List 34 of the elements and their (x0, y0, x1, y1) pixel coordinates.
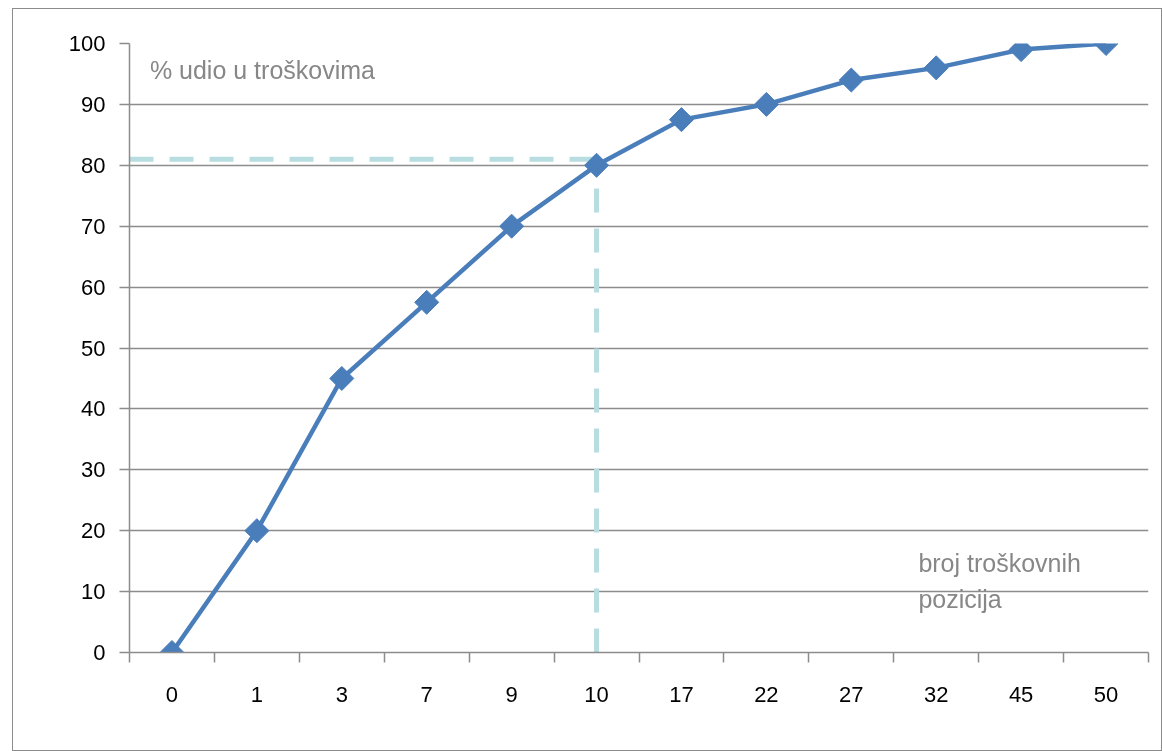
x-tick-label: 7 (420, 681, 433, 707)
point (584, 152, 610, 178)
y-tick-label: 30 (81, 457, 106, 483)
point (329, 365, 355, 391)
point (244, 518, 270, 544)
x-tick-label: 50 (1093, 681, 1119, 707)
y-tick-label: 100 (68, 31, 106, 56)
point (668, 107, 694, 133)
x-tick-label: 45 (1008, 681, 1034, 707)
y-tick-label: 70 (81, 213, 106, 239)
x-tick-label: 9 (505, 681, 518, 707)
x-axis-title: broj troškovnih pozicija (918, 548, 1081, 614)
x-tick-label: 1 (250, 681, 264, 707)
y-tick-label: 0 (93, 640, 106, 665)
y-axis-title: % udio u troškovima (149, 55, 376, 84)
y-tick-label: 80 (81, 152, 106, 178)
x-tick-label: 3 (335, 681, 348, 707)
x-tick-label: 27 (839, 681, 864, 707)
x-tick-label: 0 (165, 681, 179, 707)
x-tick-label: 10 (584, 681, 609, 707)
y-tick-label: 10 (81, 579, 106, 605)
point (499, 213, 525, 239)
x-tick-label: 22 (754, 681, 779, 707)
point (753, 91, 779, 117)
y-tick-label: 20 (81, 518, 106, 544)
x-tick-label: 32 (923, 681, 949, 707)
x-tick-label: 17 (669, 681, 694, 707)
y-tick-label: 50 (81, 335, 106, 361)
y-tick-label: 90 (81, 91, 106, 117)
point (838, 67, 864, 93)
point (923, 55, 949, 81)
point (414, 289, 440, 315)
y-tick-label: 60 (81, 274, 106, 300)
y-tick-label: 40 (81, 396, 106, 422)
